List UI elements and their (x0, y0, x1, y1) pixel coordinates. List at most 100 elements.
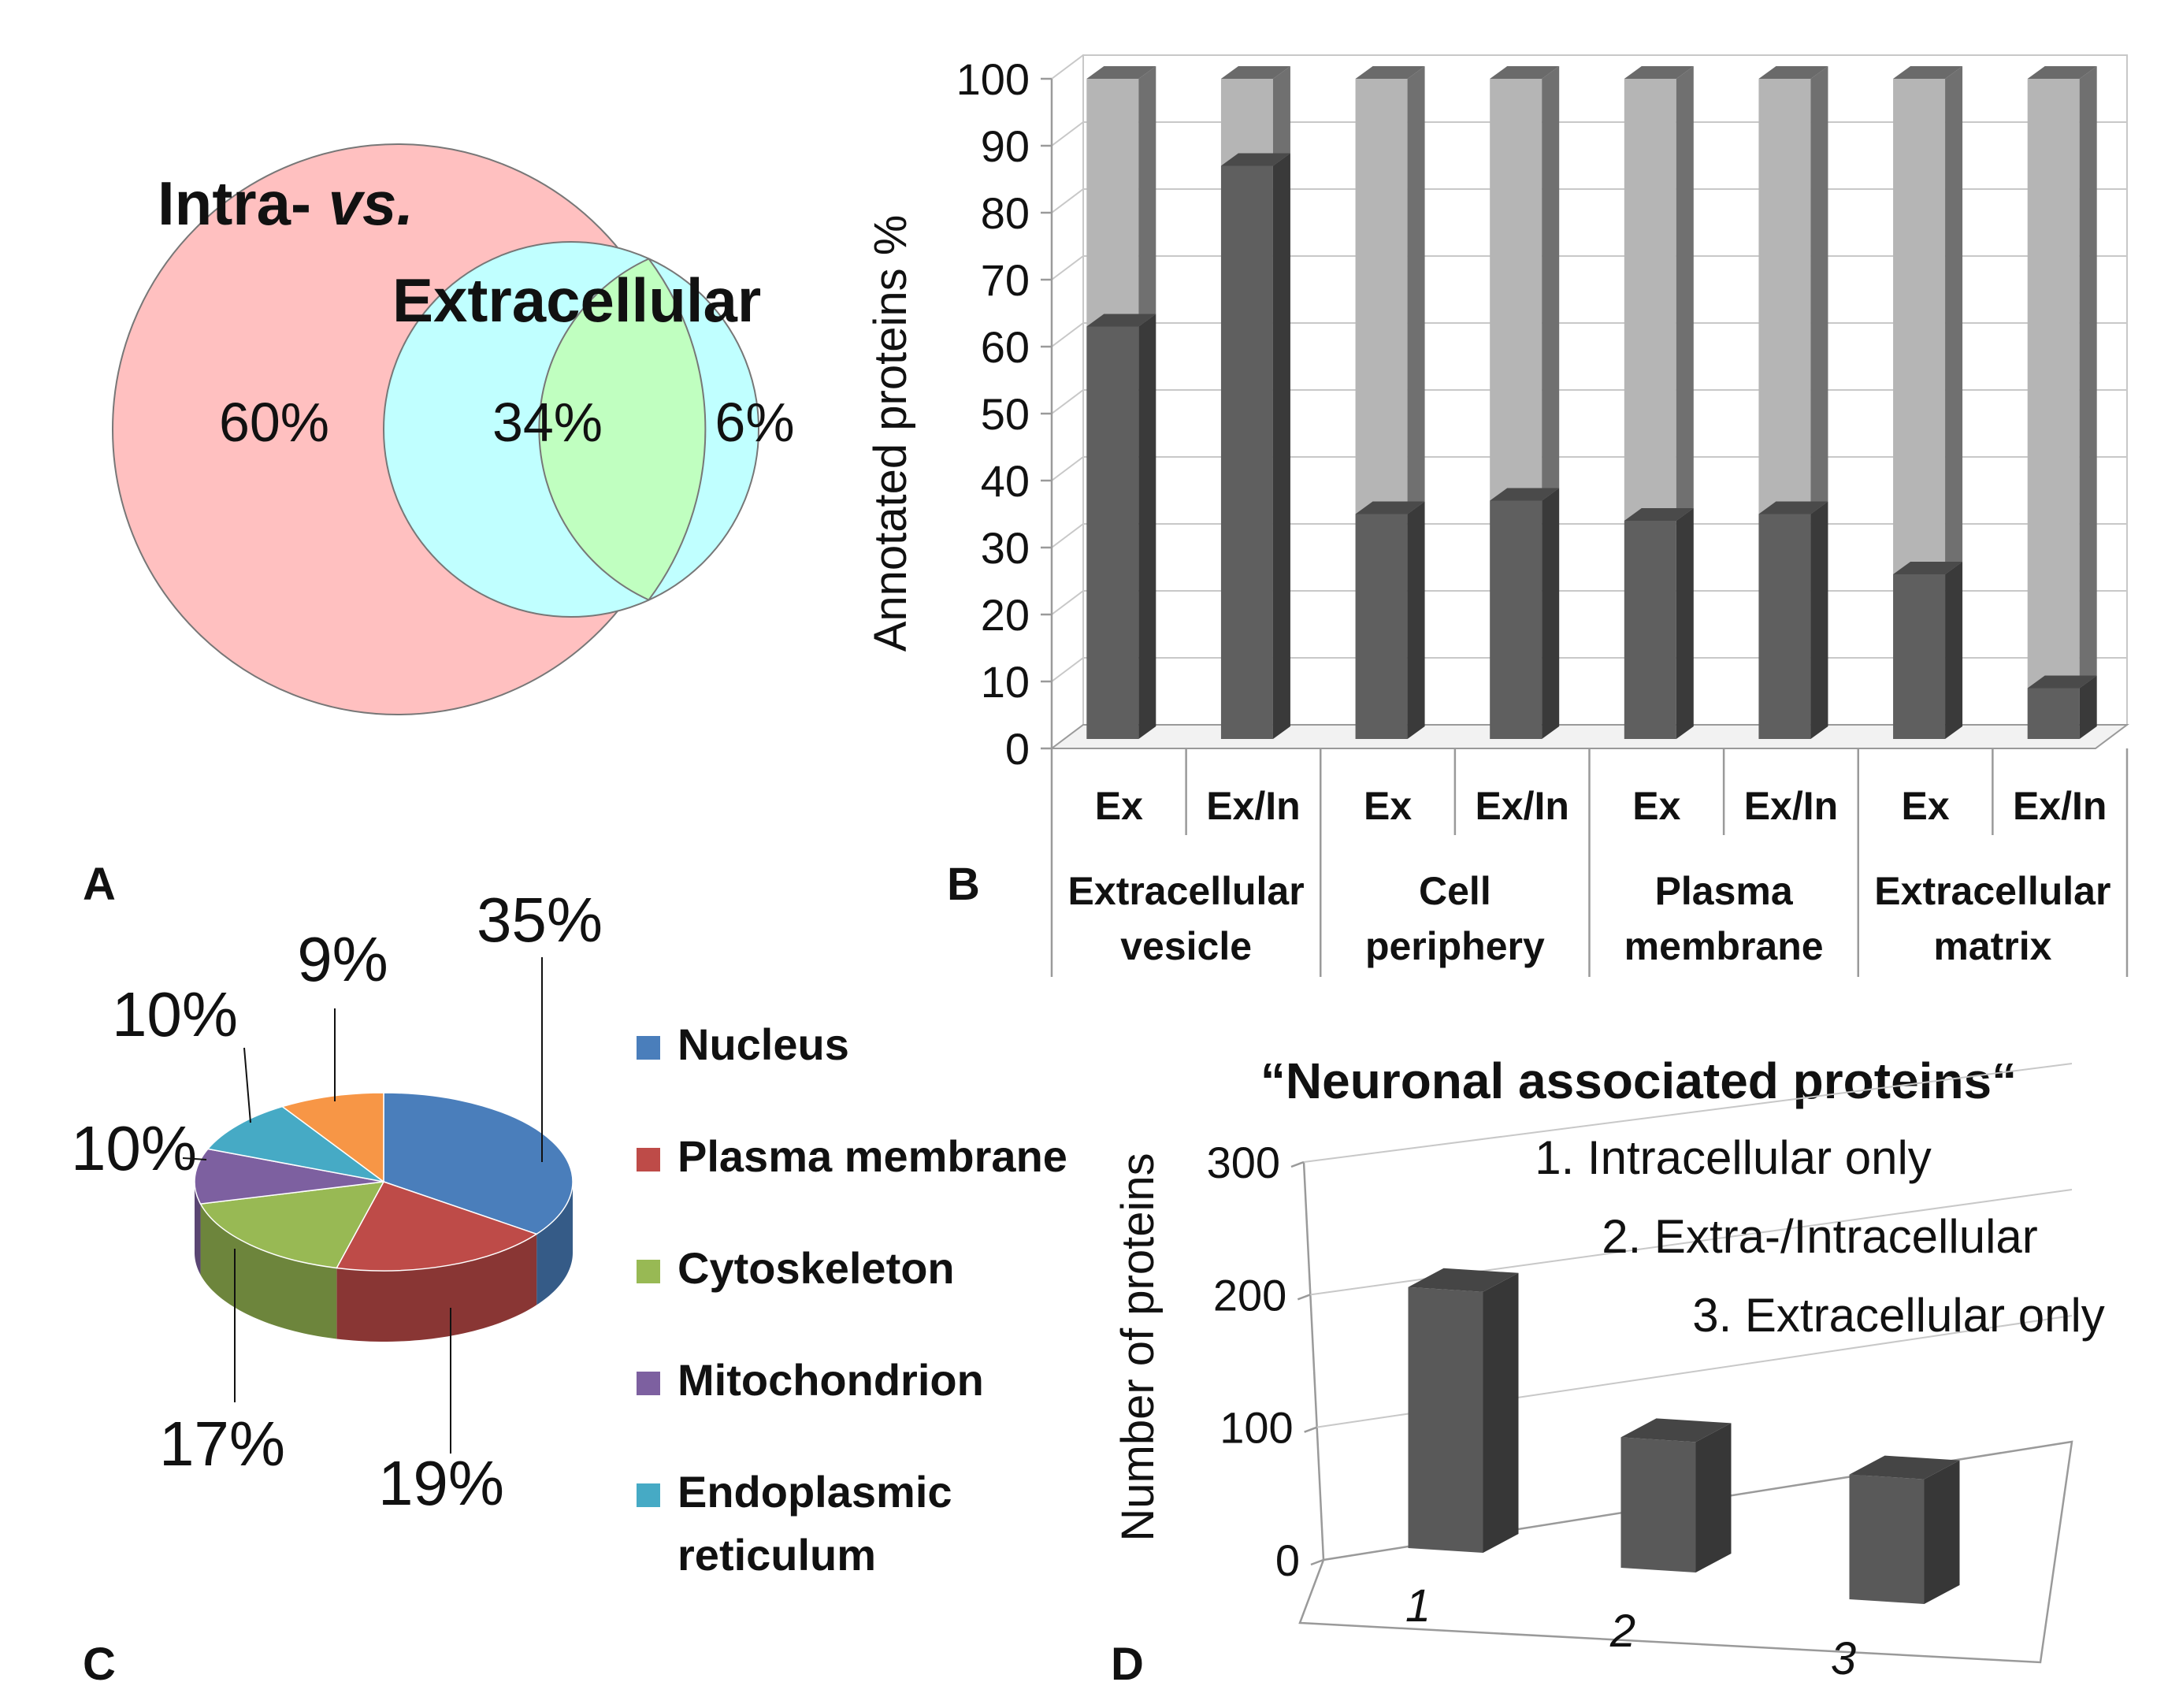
panel-b-bar-label: Ex/In (1475, 784, 1568, 828)
panel-d-floor (1298, 1440, 2073, 1664)
pie-legend-label: Endoplasmic (678, 1467, 952, 1517)
panel-b-bar-top (1490, 66, 1560, 79)
panel-b-bar-value-segment (1355, 514, 1408, 739)
panel-b-stacked-bar-chart: 0 10 20 30 40 50 60 70 80 90 100 Ex Ex/In Extracellu… (865, 54, 2129, 977)
pie-leader-line (182, 1157, 207, 1160)
panel-b-bar-label: Ex (1095, 784, 1143, 828)
panel-d-bars (1408, 1268, 1960, 1604)
pie-slice-labels: 35% 19% 17% 10% 10% 9% (71, 885, 603, 1518)
pie-slice-label: 17% (159, 1409, 285, 1479)
venn-label-extra-only: 6% (715, 392, 794, 453)
panel-b-bar-label: Ex/In (1744, 784, 1838, 828)
panel-b-bar-value-segment (1220, 165, 1273, 739)
panel-b-bars (1086, 66, 2097, 739)
panel-d-bar-chart: “Neuronal associated proteins“ 1. Intrac… (1111, 1053, 2105, 1690)
panel-b-bar-remainder-segment (1086, 79, 1139, 327)
panel-b-bar-top (1893, 66, 1963, 79)
panel-a-venn: Intra- vs. Extracellular 60% 34% 6% A (83, 143, 795, 910)
pie-slices (194, 1092, 574, 1342)
panel-d-bar-front (1408, 1287, 1483, 1553)
panel-b-x-labels: Ex Ex/In Extracellular vesicle Ex Ex/In Cell pe… (1050, 748, 2129, 977)
panel-b-floor (1049, 724, 2129, 749)
pie-slice-endoplasmic-reticulum (206, 1105, 384, 1183)
panel-b-bar-value-side (1676, 508, 1694, 739)
panel-c-pie-chart: 35% 19% 17% 10% 10% 9% Nucleus Plasma membrane… (71, 885, 1067, 1690)
panel-b-bar-remainder-side (1407, 66, 1425, 514)
venn-title-line2: Extracellular (392, 265, 761, 335)
pie-slice-cytoskeleton (199, 1181, 385, 1269)
panel-b-group-label-line1: Cell (1419, 869, 1491, 913)
panel-d-y-tick (1290, 1160, 1305, 1168)
panel-d-x-tick-label: 3 (1831, 1633, 1856, 1684)
panel-b-bar-value-segment (1758, 514, 1811, 739)
panel-b-bar-remainder-segment (1624, 79, 1676, 521)
panel-b-y-tick-label: 60 (981, 322, 1030, 372)
pie-slice-label: 19% (378, 1448, 504, 1518)
pie-slice-side-nucleus (536, 1182, 573, 1305)
panel-b-y-axis-title: Annotated proteins % (865, 215, 916, 652)
panel-b-bar-remainder-side (1676, 66, 1694, 521)
panel-b-bar-remainder-segment (1758, 79, 1811, 514)
venn-label-both: 34% (492, 392, 603, 453)
panel-b-bar-top (2027, 66, 2097, 79)
panel-d-y-tick (1297, 1294, 1311, 1301)
panel-b-group-label-line2: matrix (1933, 924, 2051, 968)
pie-legend-swatch (637, 1483, 660, 1507)
panel-b-bar-value-side (1272, 153, 1290, 739)
panel-b-bar-value-top (2027, 675, 2097, 689)
panel-b-bar-value-top (1490, 488, 1560, 501)
panel-b-bar-value-top (1624, 508, 1694, 521)
panel-b-group-label-line2: periphery (1365, 924, 1545, 968)
pie-slice-label: 10% (71, 1113, 197, 1183)
panel-d-bar-side (1483, 1272, 1519, 1553)
pie-slice-nucleus (383, 1092, 574, 1235)
panel-b-y-tick-label: 100 (956, 54, 1030, 104)
panel-d-bar-top (1408, 1268, 1519, 1292)
panel-d-bar-top (1620, 1418, 1732, 1443)
pie-slice-mitochondrion (194, 1148, 384, 1205)
panel-b-bar-remainder-segment (1355, 79, 1408, 514)
pie-legend-label: Nucleus (678, 1019, 849, 1069)
panel-d-title: “Neuronal associated proteins“ (1260, 1053, 2017, 1109)
pie-legend-swatch (637, 1372, 660, 1395)
panel-b-bar-value-top (1758, 501, 1828, 514)
panel-d-y-axis-title: Number of proteins (1112, 1153, 1164, 1541)
pie-slice-label: 35% (477, 885, 603, 955)
panel-b-bar-remainder-segment (1220, 79, 1273, 166)
panel-d-y-tick-label: 100 (1220, 1403, 1293, 1453)
panel-d-y-tick-labels: 0 100 200 300 (1207, 1138, 1300, 1585)
panel-b-bar-value-segment (1893, 574, 1946, 739)
panel-b-bar-remainder-segment (2027, 79, 2080, 689)
panel-b-bar-value-top (1893, 562, 1963, 574)
panel-b-bar-label: Ex (1901, 784, 1949, 828)
panel-b-bar-value-segment (1086, 326, 1139, 739)
panel-b-bar-value-side (1138, 314, 1156, 739)
pie-slice-other (280, 1092, 384, 1183)
panel-b-group-label-line2: membrane (1624, 924, 1824, 968)
pie-legend-label: Mitochondrion (678, 1355, 984, 1405)
pie-legend-swatch (637, 1036, 660, 1060)
panel-b-y-tick-label: 20 (981, 590, 1030, 640)
panel-b-bar-remainder-segment (1893, 79, 1946, 574)
panel-d-y-tick-label: 200 (1213, 1270, 1286, 1320)
panel-d-bar-side (1695, 1423, 1732, 1572)
panel-b-bar-label: Ex/In (1206, 784, 1300, 828)
panel-b-bar-remainder-side (1810, 66, 1828, 514)
panel-d-bar-top (1849, 1455, 1960, 1480)
pie-leader-line (243, 1047, 251, 1123)
panel-d-y-tick-label: 0 (1275, 1535, 1300, 1585)
pie-slice-side-plasma-membrane (336, 1234, 537, 1342)
panel-b-bar-label: Ex/In (2013, 784, 2107, 828)
pie-slice-plasma-membrane (336, 1181, 538, 1272)
pie-legend-label-line2: reticulum (678, 1530, 876, 1580)
pie-legend: Nucleus Plasma membrane Cytoskeleton Mitoch… (637, 1019, 1067, 1580)
panel-d-bar-front (1620, 1437, 1696, 1572)
panel-b-bar-value-side (1542, 488, 1560, 739)
panel-label-a: A (83, 859, 116, 910)
panel-d-x-tick-label: 1 (1405, 1580, 1431, 1632)
panel-label-d: D (1111, 1639, 1144, 1690)
panel-b-bar-remainder-side (1542, 66, 1560, 501)
panel-d-x-tick-label: 2 (1609, 1606, 1635, 1657)
panel-b-bar-value-side (1407, 501, 1425, 739)
